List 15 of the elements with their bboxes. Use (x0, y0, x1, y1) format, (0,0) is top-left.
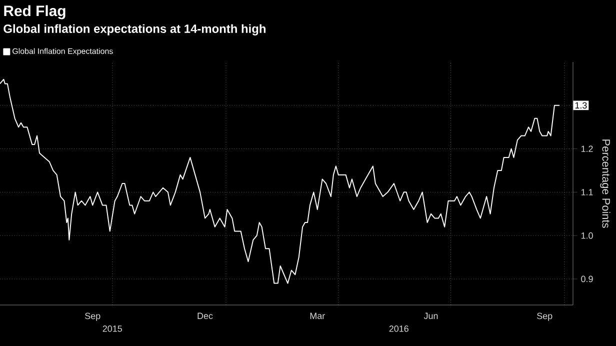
y-tick-label: 1.0 (581, 232, 593, 239)
y-tick-label: 1.2 (581, 146, 593, 152)
y-tick-label: 1.1 (581, 189, 593, 196)
y-tick-label: 0.9 (581, 276, 593, 282)
x-tick-label: Sep (85, 312, 100, 321)
chart-subtitle: Global inflation expectations at 14-month high (4, 24, 266, 36)
x2-tick-label: 2016 (389, 326, 408, 332)
x-tick-label: Sep (537, 312, 552, 321)
x2-tick-label: 2015 (102, 326, 122, 332)
chart-title: Red Flag (4, 5, 66, 20)
x-tick-label: Dec (198, 312, 213, 320)
y-axis-title: Percentage Points (600, 140, 610, 228)
x-tick-label: Mar (310, 312, 325, 320)
annotation: 1.3 (575, 102, 587, 109)
x-tick-label: Jun (424, 312, 438, 320)
